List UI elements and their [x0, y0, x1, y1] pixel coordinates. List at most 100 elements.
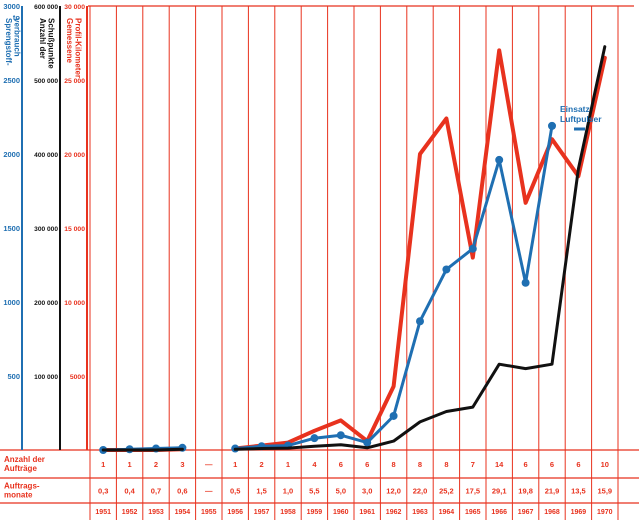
series-blue-point — [363, 438, 372, 447]
table-cell: 0,7 — [151, 487, 161, 496]
x-tick-label: 1966 — [491, 509, 507, 516]
table-cell: 2 — [260, 460, 264, 469]
x-tick-label: 1958 — [280, 509, 296, 516]
x-tick-label: 1960 — [333, 509, 349, 516]
table-cell: — — [205, 487, 213, 496]
blue-axis-unit: to — [13, 13, 20, 22]
table-cell: 0,4 — [124, 487, 135, 496]
table-cell: 1 — [286, 460, 290, 469]
table-cell: 5,0 — [336, 487, 346, 496]
series-blue-point — [389, 411, 398, 420]
series-black-line — [101, 447, 184, 452]
series-red-line — [233, 48, 607, 451]
x-tick-label: 1963 — [412, 509, 428, 516]
grid — [0, 5, 639, 520]
series-black-line — [233, 45, 607, 451]
x-tick-label: 1959 — [307, 509, 323, 516]
table-cell: 13,5 — [571, 487, 586, 496]
blue-tick-label: 1000 — [3, 298, 20, 307]
table-cell: 0,5 — [230, 487, 240, 496]
table-row-label: Anzahl der — [4, 455, 45, 464]
blue-tick-label: 500 — [7, 372, 20, 381]
series-blue-point — [442, 265, 451, 274]
red-tick-label: 10 000 — [64, 300, 85, 307]
table-cell: 1 — [101, 460, 105, 469]
table-cell: 6 — [524, 460, 528, 469]
x-tick-label: 1955 — [201, 509, 217, 516]
black-axis-title: Schußpunkte — [47, 18, 56, 69]
table-cell: 6 — [339, 460, 343, 469]
table-cell: 10 — [601, 460, 609, 469]
red-tick-label: 25 000 — [64, 78, 85, 85]
x-tick-label: 1968 — [544, 509, 560, 516]
blue-tick-label: 3000 — [3, 2, 20, 11]
black-tick-label: 400 000 — [34, 152, 58, 159]
table-cell: 0,3 — [98, 487, 108, 496]
x-tick-label: 1962 — [386, 509, 402, 516]
red-axis-title: Profil-Kilometer — [74, 18, 83, 78]
table-cell: 5,5 — [309, 487, 319, 496]
series-blue-point — [468, 244, 477, 253]
black-tick-label: 300 000 — [34, 226, 58, 233]
table-cell: 1,0 — [283, 487, 293, 496]
table-cell: 8 — [444, 460, 448, 469]
red-tick-label: 15 000 — [64, 226, 85, 233]
table-row-label: Auftrags- — [4, 482, 40, 491]
table-cell: 25,2 — [439, 487, 454, 496]
table-row-label: monate — [4, 491, 33, 500]
series-blue-point — [416, 317, 424, 326]
black-tick-label: 500 000 — [34, 78, 58, 85]
table-cell: 17,5 — [465, 487, 480, 496]
table-cell: 1 — [233, 460, 237, 469]
table-cell: 7 — [471, 460, 475, 469]
table-cell: 19,8 — [518, 487, 533, 496]
x-tick-label: 1967 — [518, 509, 534, 516]
x-tick-label: 1953 — [148, 509, 164, 516]
black-tick-label: 200 000 — [34, 300, 58, 307]
table-cell: 29,1 — [492, 487, 507, 496]
x-tick-label: 1952 — [122, 509, 138, 516]
blue-tick-label: 1500 — [3, 224, 20, 233]
table-cell: 6 — [365, 460, 369, 469]
x-tick-label: 1951 — [95, 509, 111, 516]
table-cell: — — [205, 460, 213, 469]
table-cell: 8 — [418, 460, 422, 469]
table-cell: 12,0 — [386, 487, 401, 496]
table-cell: 15,9 — [597, 487, 612, 496]
x-tick-label: 1956 — [227, 509, 243, 516]
x-tick-label: 1954 — [175, 509, 191, 516]
blue-axis-title: verbrauch — [13, 18, 22, 57]
blue-tick-label: 2500 — [3, 76, 20, 85]
red-tick-label: 20 000 — [64, 152, 85, 159]
series-blue-point — [336, 431, 345, 440]
axes: 3000 2500 2000 1500 1000 500 600 000 500 000 400… — [3, 2, 88, 450]
black-axis-title: Anzahl der — [38, 18, 47, 59]
table-row-label: Aufträge — [4, 464, 37, 473]
annotation-text: Luftpulser — [560, 114, 602, 124]
table-cell: 1,5 — [256, 487, 266, 496]
blue-axis-title: Sprengstoff- — [4, 18, 13, 66]
table-cell: 1 — [128, 460, 132, 469]
table-cell: 21,9 — [545, 487, 560, 496]
table-cell: 6 — [576, 460, 580, 469]
table-cell: 3 — [180, 460, 184, 469]
x-tick-label: 1965 — [465, 509, 481, 516]
black-tick-label: 100 000 — [34, 374, 58, 381]
red-axis-title: Gemessene — [65, 18, 74, 63]
x-tick-label: 1957 — [254, 509, 270, 516]
x-tick-label: 1964 — [439, 509, 455, 516]
red-tick-label: 30 000 — [64, 4, 85, 11]
series-blue-line — [233, 124, 554, 450]
black-tick-label: 600 000 — [34, 4, 58, 11]
table-cell: 14 — [495, 460, 504, 469]
series-layer — [99, 45, 607, 454]
series-blue-point — [495, 155, 504, 164]
table-cell: 2 — [154, 460, 158, 469]
table-cell: 22,0 — [413, 487, 428, 496]
table-cell: 3,0 — [362, 487, 372, 496]
series-blue-point — [310, 434, 319, 443]
table-cell: 8 — [392, 460, 396, 469]
